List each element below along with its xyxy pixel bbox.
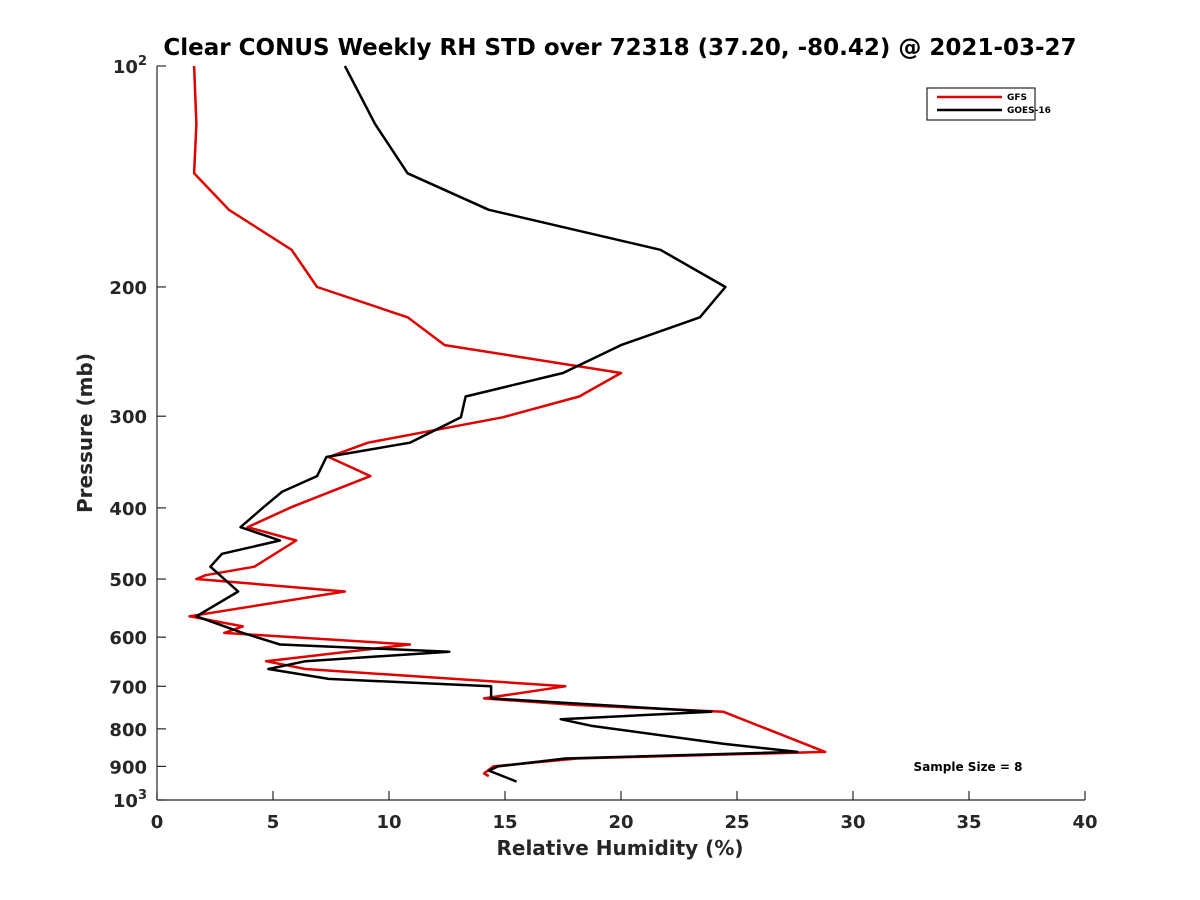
legend: GFS GOES-16: [926, 87, 1051, 121]
y-tick-label: 300: [109, 407, 147, 428]
y-tick-label: 700: [109, 677, 147, 698]
series-line-gfs: [188, 65, 827, 778]
y-tick-label: 400: [109, 499, 147, 520]
x-tick-label: 0: [151, 812, 164, 833]
y-tick-label: 900: [109, 757, 147, 778]
x-tick-label: 10: [376, 812, 401, 833]
x-tick-label: 35: [956, 812, 981, 833]
y-axis-label: Pressure (mb): [73, 353, 97, 513]
legend-label-gfs: GFS: [1007, 93, 1027, 103]
chart-title: Clear CONUS Weekly RH STD over 72318 (37…: [163, 35, 1076, 61]
y-tick-label: 500: [109, 570, 147, 591]
x-tick-label: 20: [608, 812, 633, 833]
y-tick-label: 800: [109, 720, 147, 741]
plot-lines: [188, 65, 827, 783]
x-axis-label: Relative Humidity (%): [496, 836, 743, 860]
x-tick-label: 30: [840, 812, 865, 833]
x-tick-label: 40: [1072, 812, 1097, 833]
y-tick-label: 102: [113, 54, 147, 78]
x-tick-label: 5: [267, 812, 280, 833]
x-tick-label: 15: [492, 812, 517, 833]
axes: 0 5 10 15 20 25 30 35 40 102 200 300 400 500 600 700 800…: [109, 54, 1097, 833]
y-tick-label: 200: [109, 278, 147, 299]
series-line-goes-16: [195, 65, 799, 783]
y-tick-label: 103: [113, 788, 147, 812]
sample-size-annotation: Sample Size = 8: [914, 760, 1023, 774]
y-tick-label: 600: [109, 628, 147, 649]
x-tick-label: 25: [724, 812, 749, 833]
legend-label-goes-16: GOES-16: [1007, 106, 1051, 116]
legend-box: [926, 87, 1036, 121]
